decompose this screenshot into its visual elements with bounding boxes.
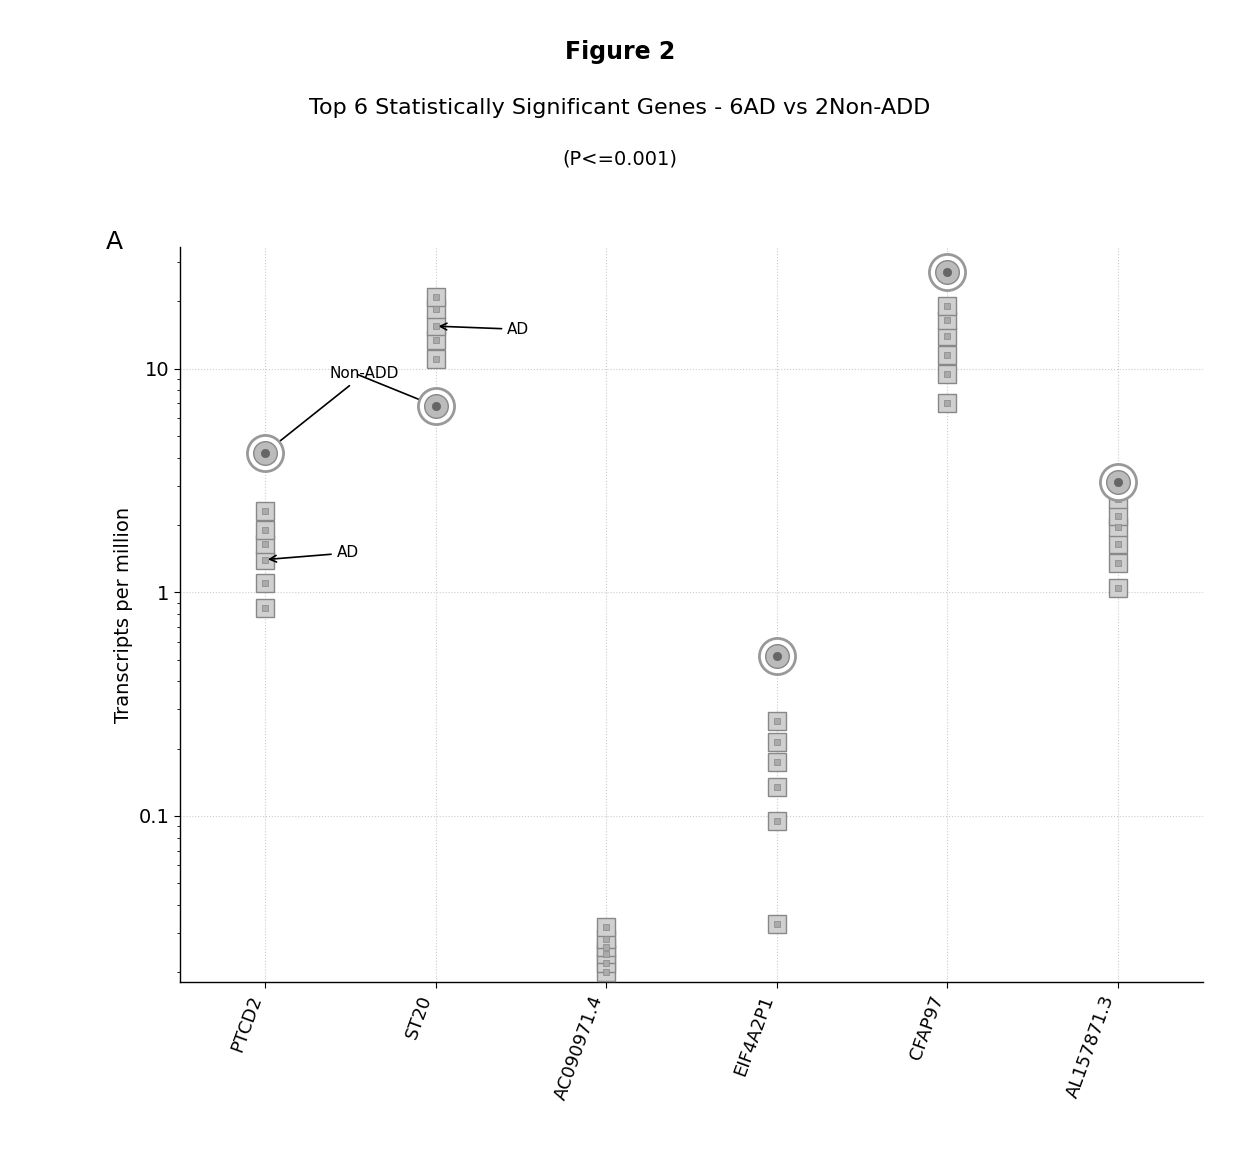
Text: (P<=0.001): (P<=0.001) bbox=[563, 149, 677, 169]
Y-axis label: Transcripts per million: Transcripts per million bbox=[114, 507, 133, 723]
Text: Non-ADD: Non-ADD bbox=[269, 367, 399, 450]
Text: A: A bbox=[105, 230, 123, 254]
Text: AD: AD bbox=[440, 322, 529, 337]
Text: AD: AD bbox=[269, 546, 358, 562]
Text: Top 6 Statistically Significant Genes - 6AD vs 2Non-ADD: Top 6 Statistically Significant Genes - … bbox=[309, 98, 931, 117]
Text: Figure 2: Figure 2 bbox=[565, 40, 675, 64]
